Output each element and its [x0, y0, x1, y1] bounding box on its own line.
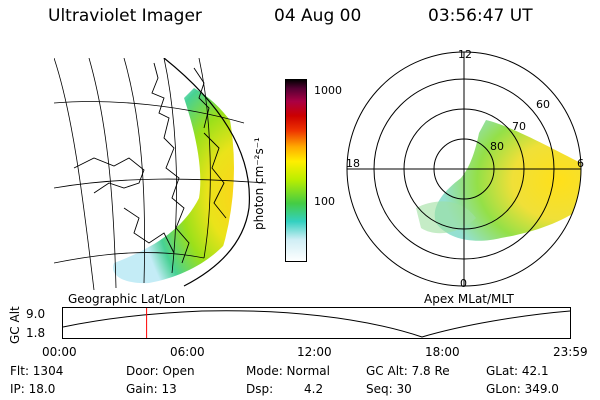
- timeline-xtick-1800: 18:00: [425, 345, 460, 359]
- timeline-xtick-2359: 23:59: [553, 345, 588, 359]
- lat-label-60: 60: [536, 98, 550, 111]
- mlt-label-18: 18: [346, 157, 360, 170]
- status-dsp-label: Dsp:: [246, 382, 274, 396]
- altitude-timeline: [62, 307, 571, 339]
- colorbar: [285, 79, 307, 262]
- timeline-xtick-1200: 12:00: [297, 345, 332, 359]
- mlt-label-12: 12: [458, 48, 472, 61]
- mlt-label-0: 0: [460, 277, 467, 290]
- altitude-curve: [62, 310, 571, 338]
- date-label: 04 Aug 00: [274, 6, 362, 26]
- mlt-label-6: 6: [577, 157, 584, 170]
- colorbar-tick-100: 100: [314, 195, 335, 208]
- polar-grid: [346, 51, 582, 287]
- colorbar-tick-1000: 1000: [314, 84, 342, 97]
- status-door: Door: Open: [126, 364, 195, 378]
- lat-label-80: 80: [490, 140, 504, 153]
- geographic-image: [54, 58, 266, 290]
- earth-limb: [163, 58, 250, 287]
- timeline-ylabel: GC Alt: [8, 306, 22, 344]
- lat-label-70: 70: [512, 120, 526, 133]
- polar-plot: [346, 51, 582, 287]
- timeline-xtick-0000: 00:00: [42, 345, 77, 359]
- left-panel-caption: Geographic Lat/Lon: [68, 292, 186, 306]
- timeline-xtick-0600: 06:00: [170, 345, 205, 359]
- status-seq: Seq: 30: [366, 382, 412, 396]
- status-dsp-value: 4.2: [304, 382, 324, 396]
- colorbar-unit-label: photon cm⁻²s⁻¹: [252, 137, 266, 230]
- aurora-blob: [113, 88, 234, 284]
- timeline-ytick-top: 9.0: [26, 307, 46, 321]
- time-label: 03:56:47 UT: [428, 6, 533, 26]
- right-panel-caption: Apex MLat/MLT: [424, 292, 514, 306]
- polar-aurora: [434, 120, 581, 241]
- status-gain: Gain: 13: [126, 382, 177, 396]
- status-mode: Mode: Normal: [246, 364, 330, 378]
- instrument-title: Ultraviolet Imager: [48, 6, 202, 26]
- status-glon: GLon: 349.0: [486, 382, 559, 396]
- status-ip: IP: 18.0: [10, 382, 56, 396]
- status-glat: GLat: 42.1: [486, 364, 549, 378]
- status-gc-alt: GC Alt: 7.8 Re: [366, 364, 450, 378]
- timeline-ytick-bottom: 1.8: [26, 326, 46, 340]
- coastlines: [73, 62, 227, 264]
- status-flt: Flt: 1304: [10, 364, 64, 378]
